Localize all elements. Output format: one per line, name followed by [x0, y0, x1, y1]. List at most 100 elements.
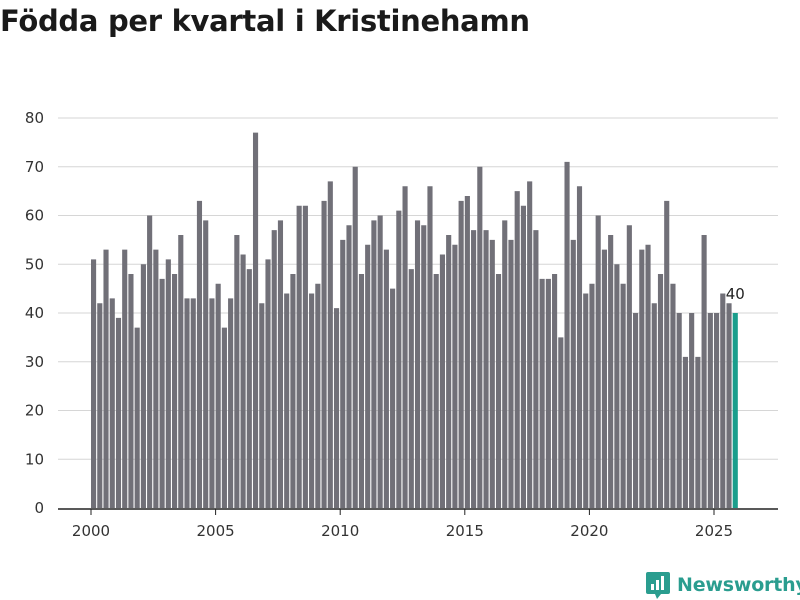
x-tick-label: 2025 [695, 522, 733, 540]
bar [352, 166, 358, 508]
bar [689, 313, 695, 508]
bar [408, 269, 414, 509]
bar [402, 186, 408, 508]
bar [153, 249, 159, 509]
bar [508, 239, 514, 509]
y-tick-label: 60 [25, 207, 44, 225]
bar [608, 235, 614, 508]
bar [296, 205, 302, 508]
bar [595, 215, 601, 508]
bar [134, 327, 140, 509]
bar [184, 298, 190, 509]
bar [371, 220, 377, 509]
bar [140, 264, 146, 508]
bar [427, 186, 433, 508]
last-value-label: 40 [726, 285, 745, 303]
bar [171, 274, 178, 508]
bar [265, 259, 271, 509]
bar [477, 166, 483, 508]
bar [327, 181, 333, 509]
bar [483, 230, 489, 509]
bar [228, 298, 234, 509]
bar [365, 244, 371, 508]
bar [527, 181, 533, 509]
x-tick-label: 2000 [72, 522, 110, 540]
bar [558, 337, 564, 509]
bar [676, 313, 682, 508]
newsworthy-logo-icon [646, 572, 670, 599]
bar [421, 225, 427, 508]
y-tick-label: 80 [25, 109, 44, 127]
bar [514, 191, 520, 509]
bar [452, 244, 458, 508]
bar [458, 200, 464, 509]
bar [570, 239, 576, 509]
bar [358, 274, 365, 508]
bar [620, 283, 626, 508]
bar [645, 244, 651, 508]
bar [209, 298, 215, 509]
bar [315, 283, 321, 508]
bar [651, 303, 657, 508]
bar [252, 132, 259, 509]
bar [178, 235, 184, 508]
bar [714, 313, 720, 508]
bar [190, 298, 196, 509]
bar [589, 283, 595, 508]
bar [495, 274, 502, 508]
bar [545, 278, 551, 509]
bar [240, 254, 246, 508]
bar-highlighted [732, 313, 738, 508]
bar [639, 249, 645, 509]
bar [439, 254, 446, 508]
bar [464, 196, 470, 508]
bar [414, 220, 421, 509]
bar [633, 313, 639, 508]
bar [657, 274, 664, 508]
bar [533, 230, 539, 509]
x-tick-label: 2020 [570, 522, 608, 540]
bar [340, 239, 346, 509]
bar [502, 220, 508, 509]
bar [165, 259, 171, 509]
bar [159, 278, 165, 509]
bar [626, 225, 632, 508]
y-tick-label: 30 [25, 353, 44, 371]
bar [246, 269, 252, 509]
bar [234, 235, 240, 508]
chart-title: Födda per kvartal i Kristinehamn [0, 4, 530, 38]
bar [396, 210, 402, 509]
brand-name: Newsworthy [677, 574, 800, 596]
bar [695, 356, 701, 509]
y-tick-label: 20 [25, 402, 44, 420]
bar [701, 235, 707, 508]
bar [259, 303, 265, 508]
bar [128, 274, 134, 508]
bar [720, 293, 726, 508]
y-tick-label: 50 [25, 255, 44, 273]
bar [489, 239, 495, 509]
bar [726, 303, 732, 508]
y-tick-label: 0 [34, 499, 44, 517]
y-axis-ticks: 0 10 20 30 40 50 60 70 80 [25, 109, 44, 517]
bar [302, 205, 308, 508]
bar [670, 283, 676, 508]
bar [103, 249, 109, 509]
bar [203, 220, 209, 509]
bar [91, 259, 97, 509]
bar [583, 293, 589, 508]
bar [576, 186, 583, 508]
bar [147, 215, 153, 508]
x-tick-label: 2010 [321, 522, 359, 540]
bar [682, 356, 688, 509]
bar [390, 288, 396, 509]
bar [520, 205, 526, 508]
bar [471, 230, 477, 509]
bar [97, 303, 103, 508]
bar [271, 230, 277, 509]
bars [91, 132, 738, 509]
bar [215, 283, 221, 508]
bar [115, 317, 122, 509]
bar [309, 293, 315, 508]
